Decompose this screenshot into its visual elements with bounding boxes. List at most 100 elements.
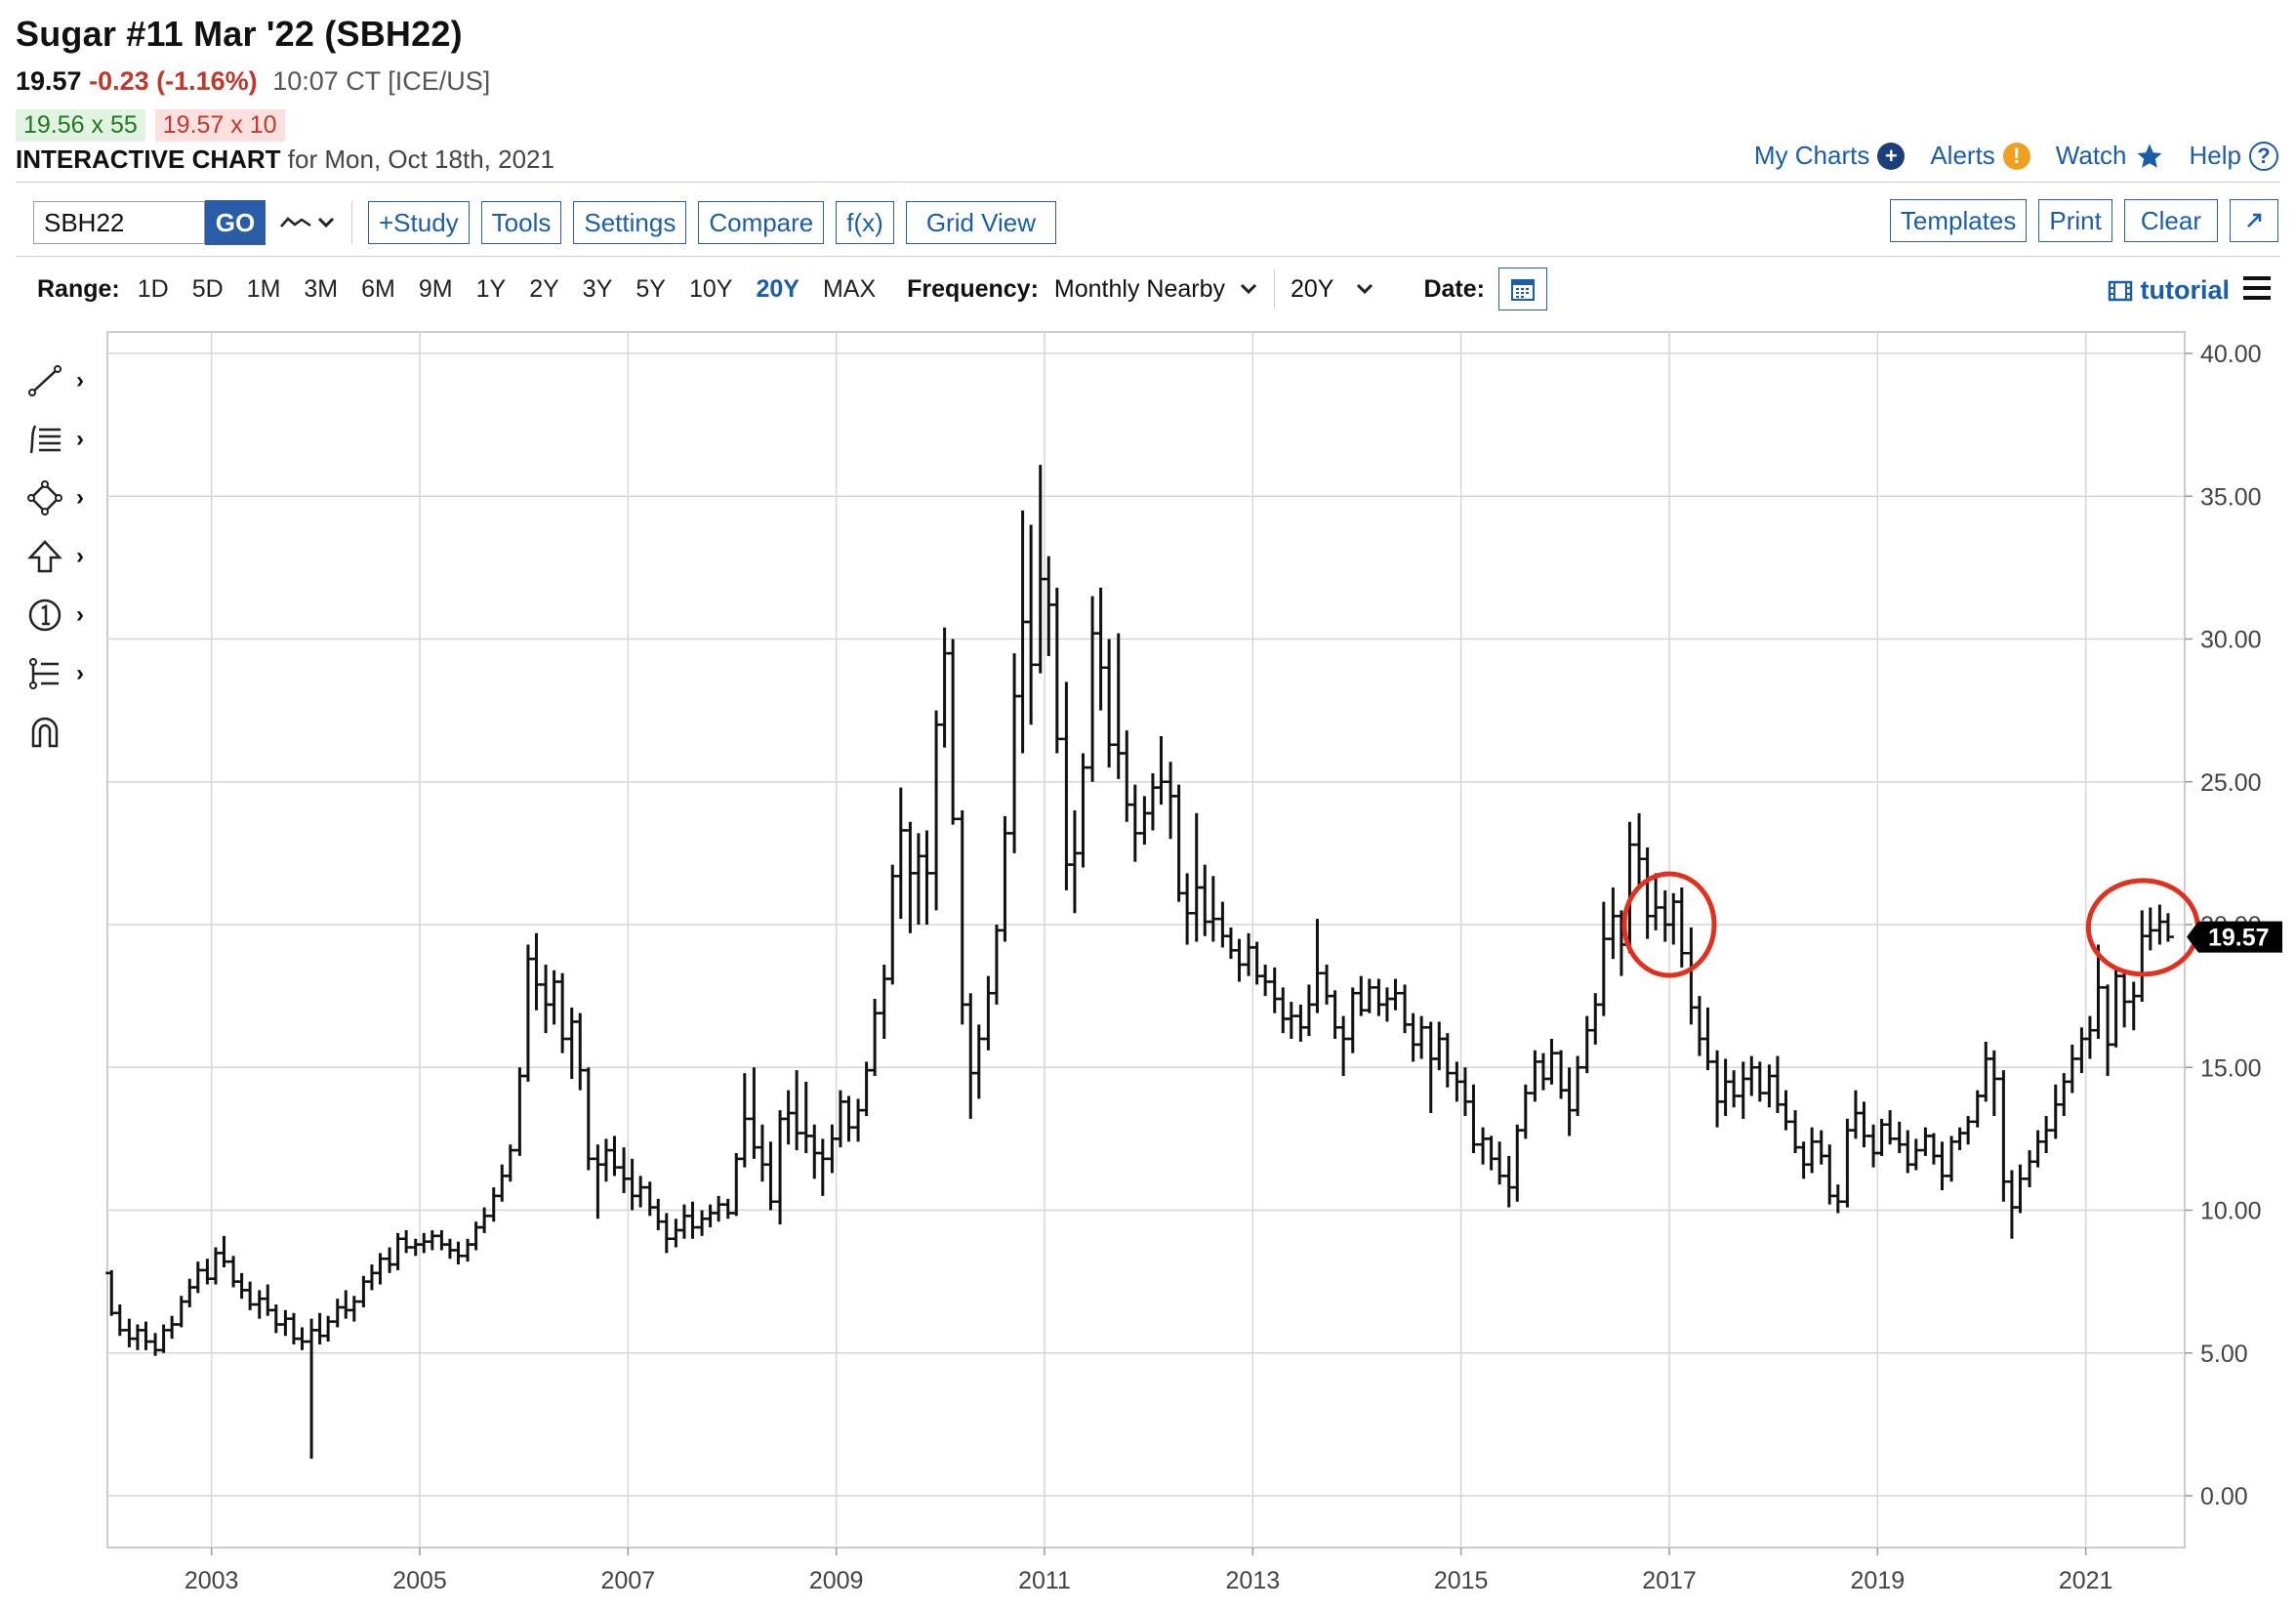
range-6m[interactable]: 6M bbox=[361, 274, 395, 303]
range-max[interactable]: MAX bbox=[822, 274, 877, 303]
y-tick-label: 25.00 bbox=[2200, 769, 2262, 797]
ohlc-bar bbox=[808, 1124, 821, 1179]
y-tick-label: 5.00 bbox=[2200, 1341, 2248, 1368]
clear-button[interactable]: Clear bbox=[2123, 199, 2218, 242]
compare-button[interactable]: Compare bbox=[698, 201, 825, 244]
range-2y[interactable]: 2Y bbox=[529, 274, 559, 303]
ohlc-bar bbox=[764, 1141, 777, 1211]
arrow-tool[interactable]: › bbox=[25, 537, 84, 576]
label-tool[interactable]: › bbox=[25, 596, 84, 635]
grid-view-button[interactable]: Grid View bbox=[905, 201, 1057, 244]
settings-button[interactable]: Settings bbox=[573, 201, 687, 244]
ohlc-bar bbox=[1128, 784, 1141, 862]
ohlc-bar bbox=[131, 1324, 144, 1350]
annotation-circle bbox=[1621, 871, 1717, 978]
ohlc-bar bbox=[686, 1201, 699, 1239]
range-1d[interactable]: 1D bbox=[137, 274, 169, 303]
my-charts-link[interactable]: My Charts + bbox=[1754, 141, 1906, 171]
chart-heading: INTERACTIVE CHART for Mon, Oct 18th, 202… bbox=[16, 145, 554, 175]
fib-tool[interactable]: › bbox=[25, 420, 84, 459]
ohlc-bar bbox=[592, 1144, 604, 1219]
range-1y[interactable]: 1Y bbox=[475, 274, 507, 303]
ohlc-bar bbox=[921, 830, 933, 925]
ohlc-bar bbox=[912, 833, 924, 925]
tools-button[interactable]: Tools bbox=[480, 201, 562, 244]
chevron-right-icon: › bbox=[76, 543, 84, 569]
help-link[interactable]: Help ? bbox=[2190, 141, 2278, 171]
x-tick-label: 2003 bbox=[184, 1567, 239, 1594]
ohlc-bar bbox=[1311, 919, 1324, 1013]
range-5y[interactable]: 5Y bbox=[636, 274, 666, 303]
price-chart[interactable]: 40.0035.0030.0025.0020.0015.0010.005.000… bbox=[0, 322, 2296, 1611]
magnet-tool[interactable] bbox=[25, 713, 84, 752]
ohlc-bar bbox=[704, 1204, 717, 1228]
fx-button[interactable]: f(x) bbox=[836, 201, 894, 244]
frequency-label: Frequency: bbox=[907, 274, 1039, 303]
symbol-input[interactable]: SBH22 bbox=[33, 201, 205, 244]
star-icon bbox=[2137, 144, 2162, 168]
templates-button[interactable]: Templates bbox=[1889, 199, 2028, 242]
range-3m[interactable]: 3M bbox=[304, 274, 339, 303]
ohlc-bar bbox=[1893, 1121, 1906, 1153]
top-links: My Charts + Alerts ! Watch Help ? bbox=[1754, 141, 2278, 171]
ohlc-bar bbox=[956, 810, 968, 1025]
expand-button[interactable] bbox=[2230, 199, 2278, 242]
ohlc-bar bbox=[713, 1195, 725, 1222]
range-1m[interactable]: 1M bbox=[246, 274, 281, 303]
ohlc-bar bbox=[2049, 1084, 2062, 1139]
ohlc-bar bbox=[608, 1136, 621, 1177]
ohlc-bar bbox=[1112, 633, 1125, 779]
line-tool[interactable]: › bbox=[25, 361, 84, 400]
period-select[interactable]: 20Y bbox=[1291, 275, 1374, 304]
ohlc-bar bbox=[279, 1309, 292, 1337]
x-tick-label: 2017 bbox=[1642, 1567, 1697, 1594]
help-label: Help bbox=[2189, 141, 2241, 170]
frequency-select[interactable]: Monthly Nearby bbox=[1054, 275, 1258, 304]
chevron-right-icon: › bbox=[76, 601, 84, 628]
ohlc-bar bbox=[184, 1278, 196, 1307]
range-20y[interactable]: 20Y bbox=[756, 274, 800, 303]
ohlc-bar bbox=[1737, 1061, 1749, 1119]
exclamation-icon: ! bbox=[2002, 142, 2030, 170]
ohlc-bar bbox=[1597, 901, 1610, 1016]
watch-link[interactable]: Watch bbox=[2056, 141, 2164, 171]
ohlc-bar bbox=[1485, 1136, 1497, 1171]
ohlc-bar bbox=[253, 1290, 266, 1319]
period-value: 20Y bbox=[1290, 274, 1334, 303]
ohlc-bar bbox=[1441, 1033, 1454, 1088]
ohlc-bar bbox=[599, 1138, 612, 1182]
go-button[interactable]: GO bbox=[205, 200, 266, 245]
ohlc-bar bbox=[982, 975, 995, 1051]
toolbar-right: Templates Print Clear bbox=[1889, 199, 2278, 242]
tutorial-link[interactable]: tutorial bbox=[2108, 275, 2230, 306]
study-button[interactable]: +Study bbox=[368, 201, 470, 244]
alerts-link[interactable]: Alerts ! bbox=[1930, 141, 2030, 171]
range-3y[interactable]: 3Y bbox=[582, 274, 613, 303]
menu-button[interactable] bbox=[2241, 271, 2273, 310]
ohlc-bar bbox=[2102, 984, 2114, 1077]
ohlc-bar bbox=[1224, 927, 1237, 960]
ohlc-bar bbox=[1050, 587, 1063, 754]
ohlc-bar bbox=[313, 1312, 326, 1344]
ohlc-bar bbox=[1181, 873, 1194, 945]
ohlc-bar bbox=[1068, 810, 1081, 914]
ohlc-bar bbox=[1580, 1015, 1593, 1074]
range-5d[interactable]: 5D bbox=[191, 274, 224, 303]
shape-tool[interactable]: › bbox=[25, 478, 84, 517]
range-10y[interactable]: 10Y bbox=[688, 274, 733, 303]
range-9m[interactable]: 9M bbox=[418, 274, 453, 303]
ohlc-bar bbox=[730, 1153, 743, 1217]
quote-time: 10:07 CT [ICE/US] bbox=[272, 66, 491, 96]
ohlc-bar bbox=[140, 1321, 152, 1350]
date-picker-button[interactable] bbox=[1497, 268, 1547, 310]
ohlc-bar bbox=[738, 1073, 751, 1168]
measure-tool[interactable]: › bbox=[25, 654, 84, 693]
ohlc-bar bbox=[1407, 1012, 1419, 1062]
ohlc-bar bbox=[652, 1198, 665, 1230]
ohlc-bar bbox=[269, 1304, 282, 1334]
ohlc-bar bbox=[1909, 1138, 1922, 1171]
print-button[interactable]: Print bbox=[2038, 199, 2112, 242]
ohlc-bar bbox=[1329, 990, 1341, 1039]
chart-type-dropdown[interactable] bbox=[279, 213, 336, 232]
chart-label: INTERACTIVE CHART bbox=[16, 145, 281, 174]
